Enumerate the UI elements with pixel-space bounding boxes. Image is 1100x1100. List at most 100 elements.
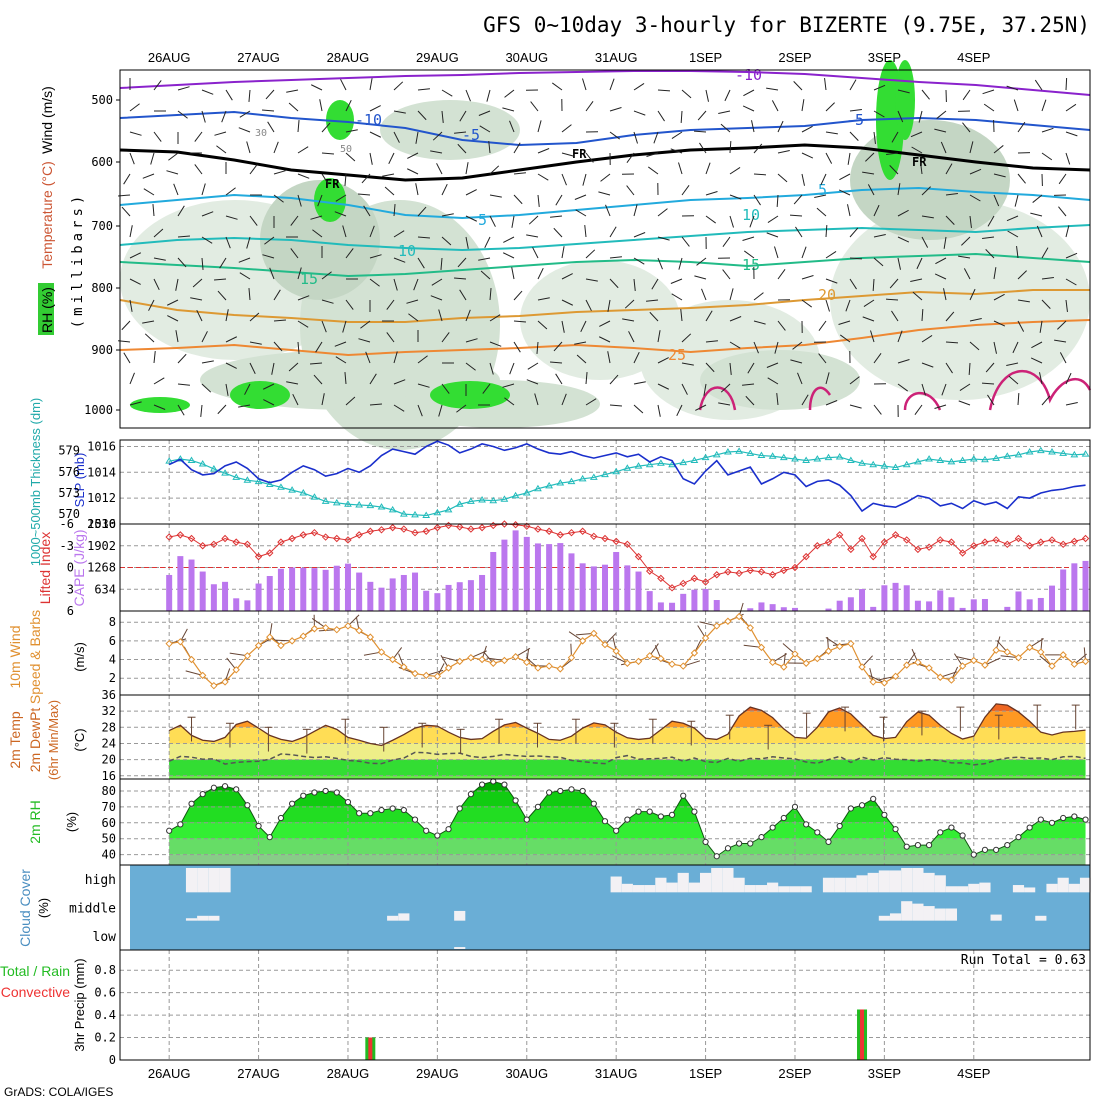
dewpoint-line xyxy=(168,751,1086,766)
li-point xyxy=(791,563,799,572)
upper-barb xyxy=(454,131,467,134)
thickness-line xyxy=(169,449,1086,517)
li-point xyxy=(903,536,911,544)
wind10-barb xyxy=(515,647,531,658)
cape-bar xyxy=(233,598,240,611)
rh-band xyxy=(169,854,1086,865)
thickness-point xyxy=(813,455,822,462)
upper-barb xyxy=(845,299,851,312)
upper-barb xyxy=(705,89,709,102)
isotherm-label-6: 10 xyxy=(398,242,416,260)
thickness-point xyxy=(511,491,520,499)
upper-barb xyxy=(121,206,131,217)
upper-barb xyxy=(129,103,140,112)
upper-barb xyxy=(528,215,539,225)
upper-barb xyxy=(633,131,638,144)
tick-li--6: -6 xyxy=(60,517,74,531)
li-line xyxy=(169,523,1086,589)
wind-speed-point xyxy=(835,642,844,651)
upper-barb xyxy=(584,225,587,238)
upper-barb xyxy=(1058,173,1067,185)
upper-barb xyxy=(441,183,448,196)
upper-barb xyxy=(921,383,926,396)
upper-barb xyxy=(1041,395,1051,406)
upper-barb xyxy=(479,125,491,133)
upper-barb xyxy=(847,204,851,217)
rh2m-point xyxy=(993,846,1000,853)
upper-barb xyxy=(536,341,539,354)
precip-conv-bar xyxy=(860,1009,865,1060)
upper-barb xyxy=(742,383,755,386)
ylabel-rh-units: (%) xyxy=(64,812,79,832)
rh-high-5 xyxy=(230,381,290,409)
cloud-high-block xyxy=(834,877,846,893)
upper-barb xyxy=(489,288,492,301)
upper-barb xyxy=(190,297,203,301)
upper-barb xyxy=(148,299,155,311)
wind-speed-line xyxy=(169,615,1086,687)
upper-barb xyxy=(918,110,923,123)
upper-barb xyxy=(873,204,880,217)
cloud-high-block xyxy=(1068,883,1080,893)
upper-barb xyxy=(478,110,491,116)
upper-barb xyxy=(981,382,995,385)
ylabel-wind: Wind (m/s) xyxy=(39,86,55,154)
cape-bar xyxy=(937,590,944,611)
rh2m-point xyxy=(244,802,251,809)
upper-barb xyxy=(681,362,694,366)
wind10-barb xyxy=(1029,638,1044,648)
upper-barb xyxy=(249,164,258,175)
upper-barb xyxy=(153,257,166,261)
li-point xyxy=(668,584,676,592)
li-point xyxy=(701,578,710,586)
thickness-point xyxy=(478,496,486,503)
upper-barb xyxy=(143,188,155,196)
date-top-29AUG: 29AUG xyxy=(416,50,459,65)
upper-barb xyxy=(825,152,833,164)
upper-barb xyxy=(489,215,496,227)
wind-speed-point xyxy=(299,632,307,640)
li-point xyxy=(232,538,240,546)
upper-barb xyxy=(417,236,430,239)
upper-barb xyxy=(150,152,155,165)
ylabel-2m-dewpt: 2m DewPt xyxy=(27,708,43,773)
wind-speed-point xyxy=(232,666,240,674)
tick-temp-32: 32 xyxy=(102,704,116,718)
upper-barb xyxy=(916,257,923,270)
upper-barb xyxy=(825,224,828,238)
upper-barb xyxy=(310,84,323,91)
upper-barb xyxy=(456,404,467,413)
freezing-level-line xyxy=(119,143,1091,182)
isotherm-label-0: -10 xyxy=(355,111,382,129)
cloud-middle-block xyxy=(923,906,935,921)
upper-barb xyxy=(600,173,611,182)
upper-barb xyxy=(657,236,670,241)
rh2m-point xyxy=(534,803,542,810)
upper-barb xyxy=(743,250,755,259)
li-point xyxy=(992,536,1000,544)
date-bottom-28AUG: 28AUG xyxy=(327,1066,370,1081)
upper-barb xyxy=(478,257,491,261)
rh2m-point xyxy=(970,851,977,858)
upper-barb xyxy=(417,404,423,417)
upper-barb xyxy=(705,191,718,196)
upper-barb xyxy=(489,362,494,375)
thickness-point xyxy=(601,470,609,478)
upper-barb xyxy=(201,383,212,393)
upper-barb xyxy=(271,362,275,375)
upper-barb xyxy=(225,336,238,343)
wind10-barb xyxy=(311,618,326,629)
level-label-800: 800 xyxy=(91,281,113,295)
tick-slp-1014: 1014 xyxy=(87,465,116,479)
upper-barb xyxy=(801,246,807,259)
upper-barb xyxy=(912,291,923,301)
cape-bar xyxy=(669,602,676,611)
upper-barb xyxy=(657,110,665,122)
cape-bar xyxy=(646,591,653,611)
li-point xyxy=(914,545,922,554)
cape-bar xyxy=(512,530,519,611)
upper-barb xyxy=(246,236,251,249)
thickness-point xyxy=(321,497,330,504)
date-bottom-1SEP: 1SEP xyxy=(689,1066,722,1081)
cape-bar xyxy=(534,543,541,611)
